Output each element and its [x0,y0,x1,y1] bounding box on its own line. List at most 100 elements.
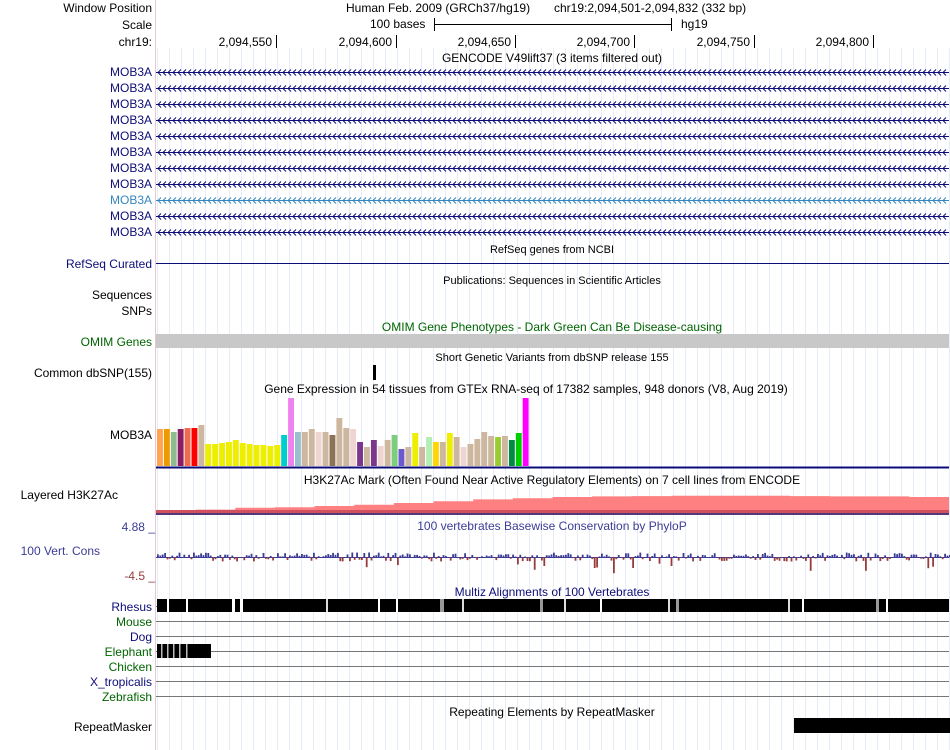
gtex-tissue-bar[interactable] [198,425,205,466]
gencode-transcript-feature[interactable] [156,229,949,236]
gtex-tissue-bar[interactable] [170,432,177,466]
gtex-tissue-bar[interactable] [219,443,225,466]
multiz-species-label[interactable]: X_tropicalis [89,675,152,689]
multiz-elephant-alignment[interactable] [157,644,211,658]
refseq-curated-label[interactable]: RefSeq Curated [65,257,152,271]
gtex-tissue-bar[interactable] [232,440,239,466]
gtex-tissue-bar[interactable] [336,418,343,466]
gtex-tissue-bar[interactable] [274,445,281,466]
gtex-tissue-bar[interactable] [405,447,412,466]
publications-track-title[interactable]: Publications: Sequences in Scientific Ar… [443,275,661,287]
gtex-tissue-bar[interactable] [522,398,529,466]
gtex-tissue-bar[interactable] [439,442,446,466]
gtex-tissue-bar[interactable] [329,435,336,466]
h3k27ac-track-title[interactable]: H3K27Ac Mark (Often Found Near Active Re… [303,473,801,487]
gtex-tissue-bar[interactable] [343,428,350,466]
gtex-tissue-bar[interactable] [515,433,522,466]
gencode-transcript-feature[interactable] [156,213,949,220]
gencode-transcript-feature[interactable] [156,101,949,108]
gtex-tissue-bar[interactable] [467,444,474,466]
gtex-tissue-bar[interactable] [412,433,419,466]
gencode-track-title[interactable]: GENCODE V49lift37 (3 items filtered out) [441,51,663,65]
multiz-track-title[interactable]: Multiz Alignments of 100 Vertebrates [454,585,650,599]
gencode-transcript-feature[interactable] [156,149,949,156]
gencode-transcript-feature[interactable] [156,197,949,204]
omim-gene-bar[interactable] [156,334,949,348]
gencode-transcript-feature[interactable] [156,165,949,172]
gtex-tissue-bar[interactable] [398,449,405,466]
gencode-transcript-feature[interactable] [156,117,949,124]
gtex-tissue-bar[interactable] [502,436,508,466]
gencode-transcript-label[interactable]: MOB3A [109,209,152,223]
gtex-tissue-bar[interactable] [370,440,377,466]
gtex-tissue-bar[interactable] [446,433,453,466]
publications-sequences-label[interactable]: Sequences [91,288,152,302]
gtex-tissue-bar[interactable] [391,435,398,466]
gtex-tissue-bar[interactable] [481,432,488,466]
gencode-transcript-feature[interactable] [156,85,949,92]
gtex-tissue-bar[interactable] [246,444,253,466]
gencode-transcript-label[interactable]: MOB3A [109,145,152,159]
gencode-transcript-feature[interactable] [156,181,949,188]
gencode-transcript-label[interactable]: MOB3A [109,113,152,127]
multiz-species-label[interactable]: Dog [129,630,152,644]
gencode-transcript-feature[interactable] [156,69,949,76]
phylop-track-title[interactable]: 100 vertebrates Basewise Conservation by… [417,519,687,533]
gtex-tissue-bar[interactable] [322,432,329,466]
gtex-tissue-bar[interactable] [226,442,232,466]
gencode-transcript-label[interactable]: MOB3A [109,81,152,95]
gtex-bar-chart[interactable] [157,398,529,466]
gtex-tissue-bar[interactable] [295,432,301,466]
gtex-tissue-bar[interactable] [239,443,246,466]
gtex-tissue-bar[interactable] [315,432,322,466]
gtex-tissue-bar[interactable] [488,436,495,466]
gtex-tissue-bar[interactable] [453,437,460,466]
gtex-tissue-bar[interactable] [419,447,426,466]
gtex-tissue-bar[interactable] [301,432,308,466]
phylop-wiggle[interactable] [157,552,950,574]
gencode-transcript-label[interactable]: MOB3A [109,161,152,175]
repeatmasker-track-title[interactable]: Repeating Elements by RepeatMasker [449,705,655,719]
gtex-tissue-bar[interactable] [433,442,439,466]
h3k27ac-label[interactable]: Layered H3K27Ac [20,488,118,502]
gtex-tissue-bar[interactable] [384,440,391,466]
gtex-track-title[interactable]: Gene Expression in 54 tissues from GTEx … [264,382,788,396]
gtex-tissue-bar[interactable] [177,429,184,466]
phylop-label[interactable]: 100 Vert. Cons [20,544,100,558]
gtex-tissue-bar[interactable] [364,447,370,466]
gtex-tissue-bar[interactable] [357,442,363,466]
dbsnp-track-title[interactable]: Short Genetic Variants from dbSNP releas… [435,352,669,364]
omim-genes-label[interactable]: OMIM Genes [80,335,152,349]
gtex-tissue-bar[interactable] [253,445,260,466]
multiz-species-label[interactable]: Zebrafish [101,690,152,704]
gtex-tissue-bar[interactable] [212,444,219,466]
gtex-tissue-bar[interactable] [350,429,357,466]
gtex-tissue-bar[interactable] [288,398,294,466]
gtex-gene-label[interactable]: MOB3A [109,428,152,442]
gtex-tissue-bar[interactable] [508,440,515,466]
repeatmasker-element[interactable] [794,718,950,733]
gtex-tissue-bar[interactable] [460,447,467,466]
gencode-transcript-label[interactable]: MOB3A [109,193,152,207]
gencode-transcript-label[interactable]: MOB3A [109,129,152,143]
gencode-transcript-label[interactable]: MOB3A [109,97,152,111]
multiz-species-label[interactable]: Elephant [104,645,152,659]
publications-snps-label[interactable]: SNPs [121,304,152,318]
gtex-tissue-bar[interactable] [308,429,315,466]
gtex-tissue-bar[interactable] [260,445,267,466]
refseq-track-title[interactable]: RefSeq genes from NCBI [489,244,615,256]
gtex-tissue-bar[interactable] [377,446,384,466]
multiz-species-label[interactable]: Rhesus [111,600,152,614]
gtex-tissue-bar[interactable] [163,429,170,466]
gencode-transcript-label[interactable]: MOB3A [109,225,152,239]
gtex-tissue-bar[interactable] [191,428,198,466]
gtex-tissue-bar[interactable] [267,446,274,466]
gtex-tissue-bar[interactable] [157,429,163,466]
gtex-tissue-bar[interactable] [184,428,191,466]
omim-track-title[interactable]: OMIM Gene Phenotypes - Dark Green Can Be… [381,320,723,334]
dbsnp-label[interactable]: Common dbSNP(155) [33,366,152,380]
repeatmasker-label[interactable]: RepeatMasker [73,720,152,734]
dbsnp-variant-mark[interactable] [373,365,376,380]
gencode-transcript-feature[interactable] [156,133,949,140]
gencode-transcript-label[interactable]: MOB3A [109,65,152,79]
